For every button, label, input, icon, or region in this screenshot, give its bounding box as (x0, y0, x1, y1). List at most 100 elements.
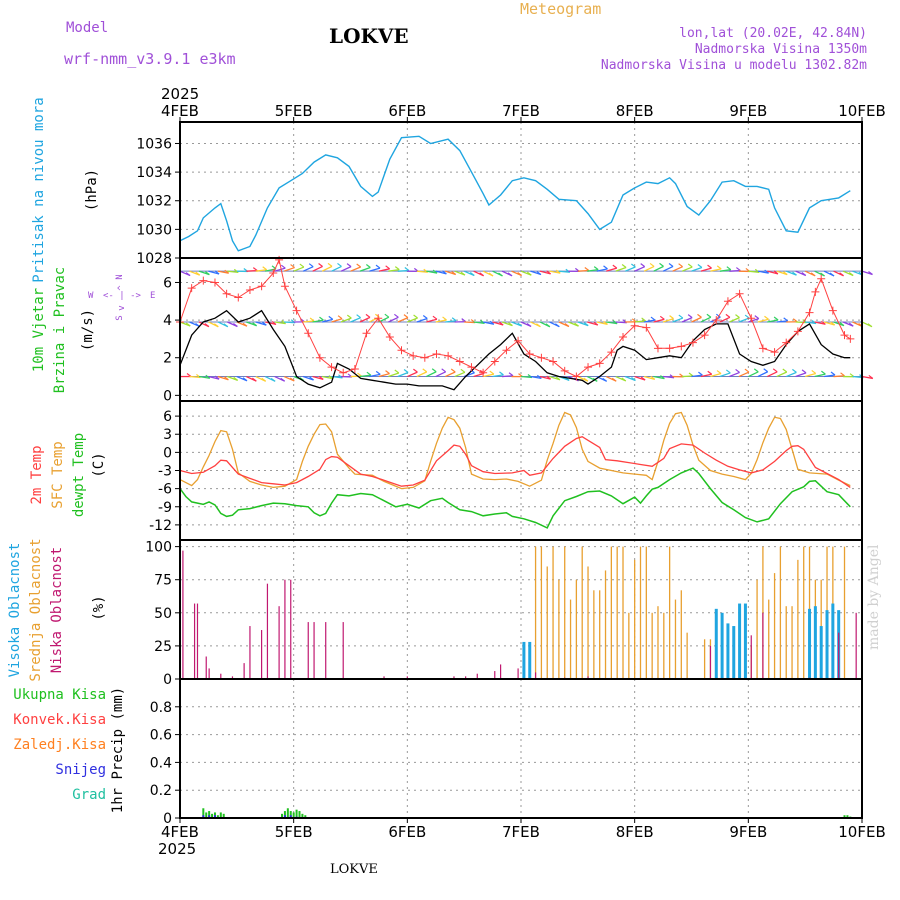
wind-barb-head (555, 376, 561, 381)
wind-barb-head (432, 269, 438, 274)
wind-barb (445, 320, 457, 323)
cloud-high-bar (738, 603, 742, 679)
wind-barb (757, 371, 768, 378)
precip-total-bar (298, 811, 301, 818)
wind-barb-head (650, 375, 656, 380)
gust-marker (811, 287, 820, 296)
precip-legend-item: Konvek.Kisa (13, 712, 106, 728)
wind-barb (795, 372, 807, 378)
wind-barb (189, 375, 201, 379)
wind-barb-head (801, 272, 807, 277)
gust-marker (409, 351, 418, 360)
wind-barb-head (413, 314, 418, 319)
wind-barb-head (480, 319, 485, 324)
temp-tick-label: -9 (158, 500, 172, 516)
wind-barb-head (830, 321, 836, 326)
wind-barb (444, 371, 456, 378)
wind-barb-head (356, 263, 362, 268)
precip-total-bar (301, 813, 304, 818)
wind-barb-head (707, 370, 713, 375)
wind-barb-head (403, 314, 409, 319)
bottom-date-label: 4FEB (161, 823, 199, 841)
gust-marker (782, 338, 791, 347)
cloud-tick-label: 50 (154, 606, 172, 622)
bottom-date-label: 10FEB (838, 823, 885, 841)
gust-marker (199, 276, 208, 285)
wind-barb-head (698, 371, 703, 376)
wind-barb-head (840, 372, 845, 377)
station-title: LOKVE (329, 24, 409, 48)
wind-barb (804, 372, 816, 378)
dewpt-temp-line (179, 467, 851, 529)
wind-barb-head (242, 377, 248, 382)
wind-barb (217, 375, 229, 381)
wind-barb-head (450, 368, 456, 373)
coords: lon,lat (20.02E, 42.84N) (679, 26, 867, 41)
gust-marker (245, 285, 254, 294)
wind-barb (681, 375, 694, 378)
wind-barb (776, 320, 788, 323)
wind-barb (719, 316, 731, 323)
wind-barb-head (318, 375, 324, 380)
wind-barb (691, 374, 703, 378)
bottom-date-label: 9FEB (729, 823, 767, 841)
wind-barb (293, 266, 305, 272)
wind-barb-head (460, 271, 466, 276)
wind-barb-head (612, 264, 618, 269)
wind-barb-head (554, 323, 560, 328)
gust-marker (595, 359, 604, 368)
precip-tick-label: 0.6 (150, 728, 172, 744)
wind-barb (492, 321, 504, 326)
precip-total-bar (222, 813, 225, 818)
wind-barb-head (773, 316, 779, 321)
wind-barb (776, 371, 788, 378)
wind-barb-head (261, 321, 267, 326)
pressure-tick-label: 1028 (136, 251, 172, 267)
wind-barb-head (744, 368, 750, 373)
precip-total-bar (846, 815, 849, 818)
compass-mid: <- | -> (103, 291, 142, 301)
wind-barb-head (839, 272, 844, 277)
gust-marker (560, 366, 569, 375)
wind-barb (502, 375, 514, 378)
gust-marker (549, 357, 558, 366)
wind-barb-head (555, 269, 561, 274)
wind-barb-head (848, 272, 854, 276)
wind-barb-head (706, 313, 712, 318)
wind-barb-head (546, 270, 551, 275)
wind-barb-head (413, 368, 418, 373)
wind-barb-head (223, 323, 229, 328)
wind-barb-head (346, 314, 352, 319)
wind-barb-head (659, 262, 664, 267)
precip-total-bar (304, 815, 307, 818)
gust-marker (817, 274, 826, 283)
wind-barb (757, 318, 769, 323)
wind-barb (662, 265, 674, 272)
wind-barb-head (375, 370, 381, 375)
top-date-label: 5FEB (275, 102, 313, 120)
wind-barb (662, 318, 674, 323)
cloud-high-bar (726, 623, 730, 679)
wind-barb-head (687, 314, 693, 319)
wind-barb-head (451, 271, 457, 275)
precip-total-bar (286, 808, 289, 818)
wind-barb-head (251, 377, 257, 382)
wind-unit-label: (m/s) (80, 309, 96, 351)
wind-barb-head (773, 270, 779, 275)
wind-barb-head (451, 317, 457, 322)
wind-barb-head (545, 323, 551, 328)
wind-barb-head (848, 322, 854, 327)
gust-marker (374, 314, 383, 323)
wind-barb (634, 266, 645, 272)
temp-tick-label: -6 (158, 482, 172, 498)
footer-station: LOKVE (330, 862, 378, 877)
cloud-mid-label: Srednja Oblacnost (28, 538, 44, 681)
wind-barb-head (195, 322, 200, 327)
temp-2m-label: 2m Temp (29, 445, 45, 504)
wind-barb-head (280, 264, 286, 269)
wind-barb-head (357, 372, 362, 377)
cloud-high-bar (831, 603, 835, 679)
cloud-high-bar (743, 603, 747, 679)
cloud-high-bar (819, 626, 823, 679)
gust-marker (467, 363, 476, 372)
